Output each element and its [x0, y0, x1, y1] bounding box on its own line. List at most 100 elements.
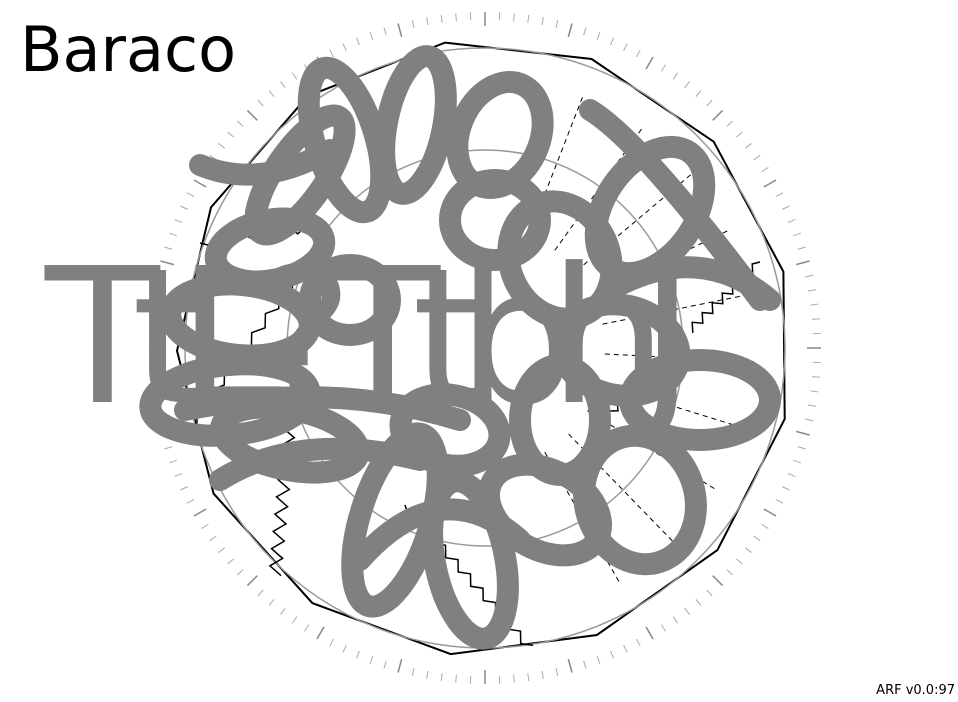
dashed-spoke — [602, 293, 750, 325]
dial-tick — [316, 626, 325, 640]
dial-tick — [169, 232, 177, 237]
dial-tick — [455, 674, 457, 683]
dial-tick — [154, 289, 163, 292]
dial-tick — [672, 616, 679, 624]
dial-tick — [567, 23, 573, 38]
dial-tick — [744, 547, 752, 553]
dial-tick — [383, 27, 387, 36]
dial-tick — [383, 660, 387, 669]
dial-tick — [775, 499, 784, 504]
dial-tick — [246, 109, 258, 121]
dial-tick — [623, 645, 628, 653]
scribble-stroke — [174, 386, 471, 431]
dial-tick — [174, 218, 183, 223]
dial-tick — [257, 99, 264, 107]
dial-tick — [246, 575, 258, 587]
scribble-loop — [373, 45, 457, 205]
dial-tick — [218, 143, 226, 149]
dial-tick — [304, 624, 310, 632]
dial-tick — [174, 473, 183, 478]
dial-tick — [623, 43, 628, 51]
dial-tick — [761, 523, 769, 529]
dial-tick — [186, 192, 195, 197]
dial-tick — [227, 558, 235, 565]
dial-tick — [583, 660, 587, 669]
scribble-stroke — [209, 437, 431, 491]
dial-tick — [151, 303, 160, 306]
dial-tick — [426, 17, 429, 26]
dial-tick — [164, 446, 173, 450]
dial-tick — [555, 19, 559, 28]
dial-tick — [782, 205, 790, 210]
dial-tick — [280, 81, 286, 89]
dashed-spoke — [576, 173, 692, 272]
dial-tick — [355, 37, 360, 46]
dial-tick — [280, 607, 286, 615]
dial-tick — [672, 72, 679, 80]
dial-tick — [795, 260, 810, 266]
dial-tick — [257, 589, 264, 597]
dial-tick — [193, 179, 207, 188]
dial-tick — [660, 624, 666, 632]
dial-tick — [355, 650, 360, 659]
dial-tick — [695, 598, 702, 606]
dial-tick — [150, 376, 159, 378]
scribble-loop — [584, 135, 716, 285]
dial-tick — [218, 547, 226, 553]
dial-tick — [169, 459, 177, 464]
dial-tick — [797, 446, 806, 450]
dial-tick — [268, 598, 275, 606]
dial-tick — [555, 668, 559, 677]
dial-tick — [712, 575, 724, 587]
dial-tick — [810, 390, 819, 393]
dial-tick — [455, 13, 457, 22]
dial-tick — [541, 670, 544, 679]
dial-tick — [735, 131, 743, 138]
dial-tick — [636, 49, 641, 58]
dial-tick — [329, 638, 334, 647]
dial-tick — [583, 27, 587, 36]
dial-tick — [706, 589, 713, 597]
dial-tick — [342, 43, 347, 51]
scribble-loops — [139, 45, 781, 650]
dial-ticks — [149, 12, 821, 684]
dial-tick — [227, 131, 235, 138]
dial-tick — [810, 303, 819, 306]
scribble-loop — [439, 169, 551, 271]
dial-tick — [513, 674, 515, 683]
dashed-spoke — [528, 96, 584, 237]
dial-tick — [805, 274, 814, 278]
dial-tick — [793, 232, 801, 237]
dial-tick — [440, 673, 443, 682]
dial-tick — [397, 23, 403, 38]
dial-tick — [787, 218, 796, 223]
scribble-stroke — [349, 498, 531, 571]
scribble-loop — [299, 254, 401, 346]
dial-tick — [787, 473, 796, 478]
dial-tick — [193, 508, 207, 517]
dial-tick — [811, 376, 820, 378]
dashed-spoke — [568, 433, 674, 543]
dial-tick — [645, 56, 654, 70]
dial-tick — [811, 318, 820, 320]
scribble-loop — [204, 207, 336, 293]
dial-tick — [795, 430, 810, 436]
dial-tick — [610, 37, 615, 46]
dial-tick — [567, 658, 573, 673]
dial-tick — [684, 81, 690, 89]
dial-tick — [610, 650, 615, 659]
dial-tick — [726, 569, 734, 576]
dial-tick — [527, 14, 530, 23]
dial-tick — [150, 318, 159, 320]
scribble-loop — [549, 293, 691, 407]
dial-tick — [744, 143, 752, 149]
dial-tick — [236, 569, 244, 576]
dial-tick — [763, 179, 777, 188]
dial-tick — [156, 274, 165, 278]
dial-tick — [291, 616, 298, 624]
scribble-loop — [389, 383, 511, 477]
dial-tick — [527, 673, 530, 682]
dial-tick — [793, 459, 801, 464]
dial-tick — [369, 656, 374, 664]
